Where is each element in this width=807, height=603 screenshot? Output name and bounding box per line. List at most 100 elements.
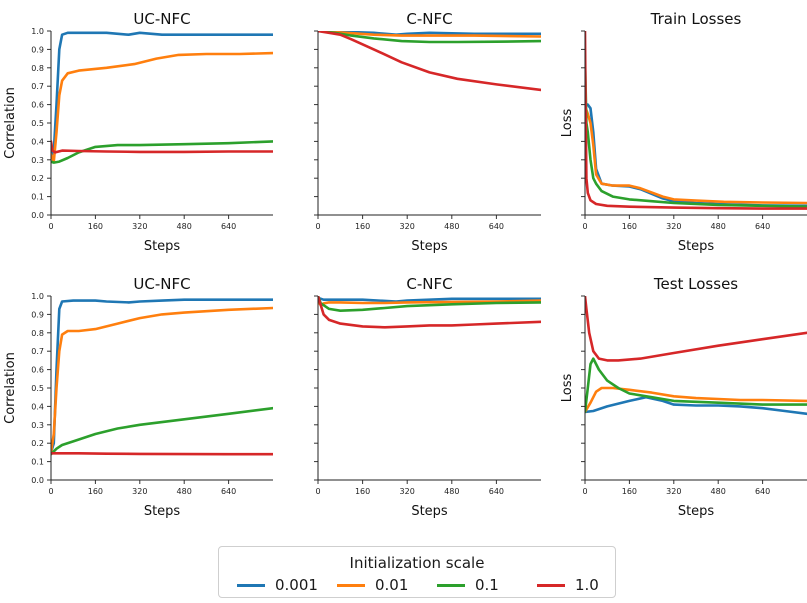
- panel-title: Test Losses: [653, 275, 738, 293]
- legend-entry-0.1: 0.1: [437, 575, 499, 595]
- series-group: [585, 31, 807, 210]
- y-axis-label: Correlation: [3, 87, 18, 159]
- x-tick-label: 480: [444, 487, 459, 496]
- legend-entry-0.001: 0.001: [237, 575, 318, 595]
- series-line-0.1: [51, 140, 273, 164]
- y-axis-label: Loss: [560, 109, 575, 138]
- series-line-0.01: [318, 31, 541, 38]
- y-tick-label: 1.0: [31, 27, 44, 36]
- y-tick-label: 0.9: [31, 45, 44, 54]
- chart-panel-6: Test Losses 0 160 320 480 640 Steps Loss: [560, 275, 807, 519]
- legend-swatch: [337, 583, 365, 587]
- y-tick-label: 0.8: [31, 329, 44, 338]
- chart-panel-1: UC-NFC 0 160 320 480 640 0.0 0.1 0.2 0.3 0.4 0.5 0.6…: [3, 10, 273, 254]
- x-tick-label: 0: [315, 487, 320, 496]
- chart-panel-2: C-NFC 0 160 320 480 640 Steps: [314, 10, 541, 254]
- x-axis-label: Steps: [411, 239, 448, 254]
- x-tick-label: 640: [489, 222, 504, 231]
- chart-panel-4: UC-NFC 0 160 320 480 640 0.0 0.1 0.2 0.3 0.4 0.5 0.6…: [3, 275, 273, 519]
- y-axis-label: Loss: [560, 374, 575, 403]
- x-tick-label: 320: [666, 222, 681, 231]
- y-tick-label: 0.3: [31, 421, 44, 430]
- series-line-0.01: [585, 108, 807, 205]
- legend-swatch: [537, 583, 565, 587]
- series-line-0.001: [585, 103, 807, 208]
- legend-entry-0.01: 0.01: [337, 575, 408, 595]
- panel-title: Train Losses: [650, 10, 742, 28]
- series-line-0.1: [585, 57, 807, 208]
- y-tick-label: 0.2: [31, 174, 44, 183]
- series-group: [51, 298, 273, 456]
- x-tick-label: 320: [666, 487, 681, 496]
- series-line-0.001: [51, 31, 273, 156]
- y-axis-label: Correlation: [3, 352, 18, 424]
- x-axis-label: Steps: [144, 504, 181, 519]
- y-tick-label: 0.5: [31, 384, 44, 393]
- legend-swatch: [437, 583, 465, 587]
- y-tick-label: 0.9: [31, 310, 44, 319]
- x-tick-label: 640: [221, 222, 236, 231]
- series-group: [318, 296, 541, 329]
- x-tick-label: 0: [582, 222, 587, 231]
- x-tick-label: 640: [755, 487, 770, 496]
- series-line-1.0: [318, 296, 541, 329]
- y-tick-label: 0.1: [31, 458, 44, 467]
- x-tick-label: 480: [711, 222, 726, 231]
- series-group: [585, 296, 807, 416]
- series-group: [318, 31, 541, 92]
- series-group: [51, 31, 273, 164]
- x-tick-label: 480: [177, 222, 192, 231]
- x-tick-label: 0: [48, 487, 53, 496]
- panel-title: UC-NFC: [133, 10, 190, 28]
- legend-entry-1.0: 1.0: [537, 575, 599, 595]
- series-line-1.0: [51, 451, 273, 456]
- series-line-0.1: [585, 357, 807, 414]
- x-tick-label: 640: [489, 487, 504, 496]
- y-tick-label: 0.4: [31, 137, 44, 146]
- x-axis-label: Steps: [678, 504, 715, 519]
- series-line-1.0: [585, 296, 807, 362]
- legend-title: Initialization scale: [349, 554, 485, 572]
- x-tick-label: 480: [177, 487, 192, 496]
- y-tick-label: 0.0: [31, 476, 44, 485]
- legend-label: 1.0: [575, 576, 599, 594]
- series-line-0.01: [51, 51, 273, 163]
- series-line-0.001: [51, 298, 273, 454]
- x-tick-label: 320: [132, 487, 147, 496]
- series-line-0.1: [318, 296, 541, 313]
- legend-swatch: [237, 583, 265, 587]
- x-tick-label: 320: [400, 487, 415, 496]
- x-tick-label: 160: [88, 487, 103, 496]
- x-tick-label: 160: [355, 487, 370, 496]
- y-tick-label: 0.1: [31, 193, 44, 202]
- series-line-1.0: [585, 31, 807, 210]
- y-tick-label: 0.2: [31, 439, 44, 448]
- x-tick-label: 640: [755, 222, 770, 231]
- series-line-0.01: [585, 386, 807, 414]
- panel-title: C-NFC: [406, 10, 452, 28]
- y-tick-label: 1.0: [31, 292, 44, 301]
- y-tick-label: 0.7: [31, 82, 44, 91]
- series-line-1.0: [318, 31, 541, 92]
- series-line-0.001: [585, 395, 807, 416]
- x-tick-label: 640: [221, 487, 236, 496]
- y-tick-label: 0.8: [31, 64, 44, 73]
- y-tick-label: 0.6: [31, 366, 44, 375]
- chart-panel-5: C-NFC 0 160 320 480 640 Steps: [314, 275, 541, 519]
- y-tick-label: 0.3: [31, 156, 44, 165]
- chart-panel-3: Train Losses 0 160 320 480 640 Steps Loss: [560, 10, 807, 254]
- y-tick-label: 0.7: [31, 347, 44, 356]
- legend-label: 0.001: [275, 576, 318, 594]
- panel-title: C-NFC: [406, 275, 452, 293]
- x-tick-label: 160: [622, 487, 637, 496]
- y-tick-label: 0.0: [31, 211, 44, 220]
- x-tick-label: 480: [711, 487, 726, 496]
- x-axis-label: Steps: [144, 239, 181, 254]
- series-line-0.1: [51, 406, 273, 456]
- x-tick-label: 480: [444, 222, 459, 231]
- x-tick-label: 160: [88, 222, 103, 231]
- y-tick-label: 0.4: [31, 402, 44, 411]
- x-axis-label: Steps: [678, 239, 715, 254]
- x-tick-label: 160: [622, 222, 637, 231]
